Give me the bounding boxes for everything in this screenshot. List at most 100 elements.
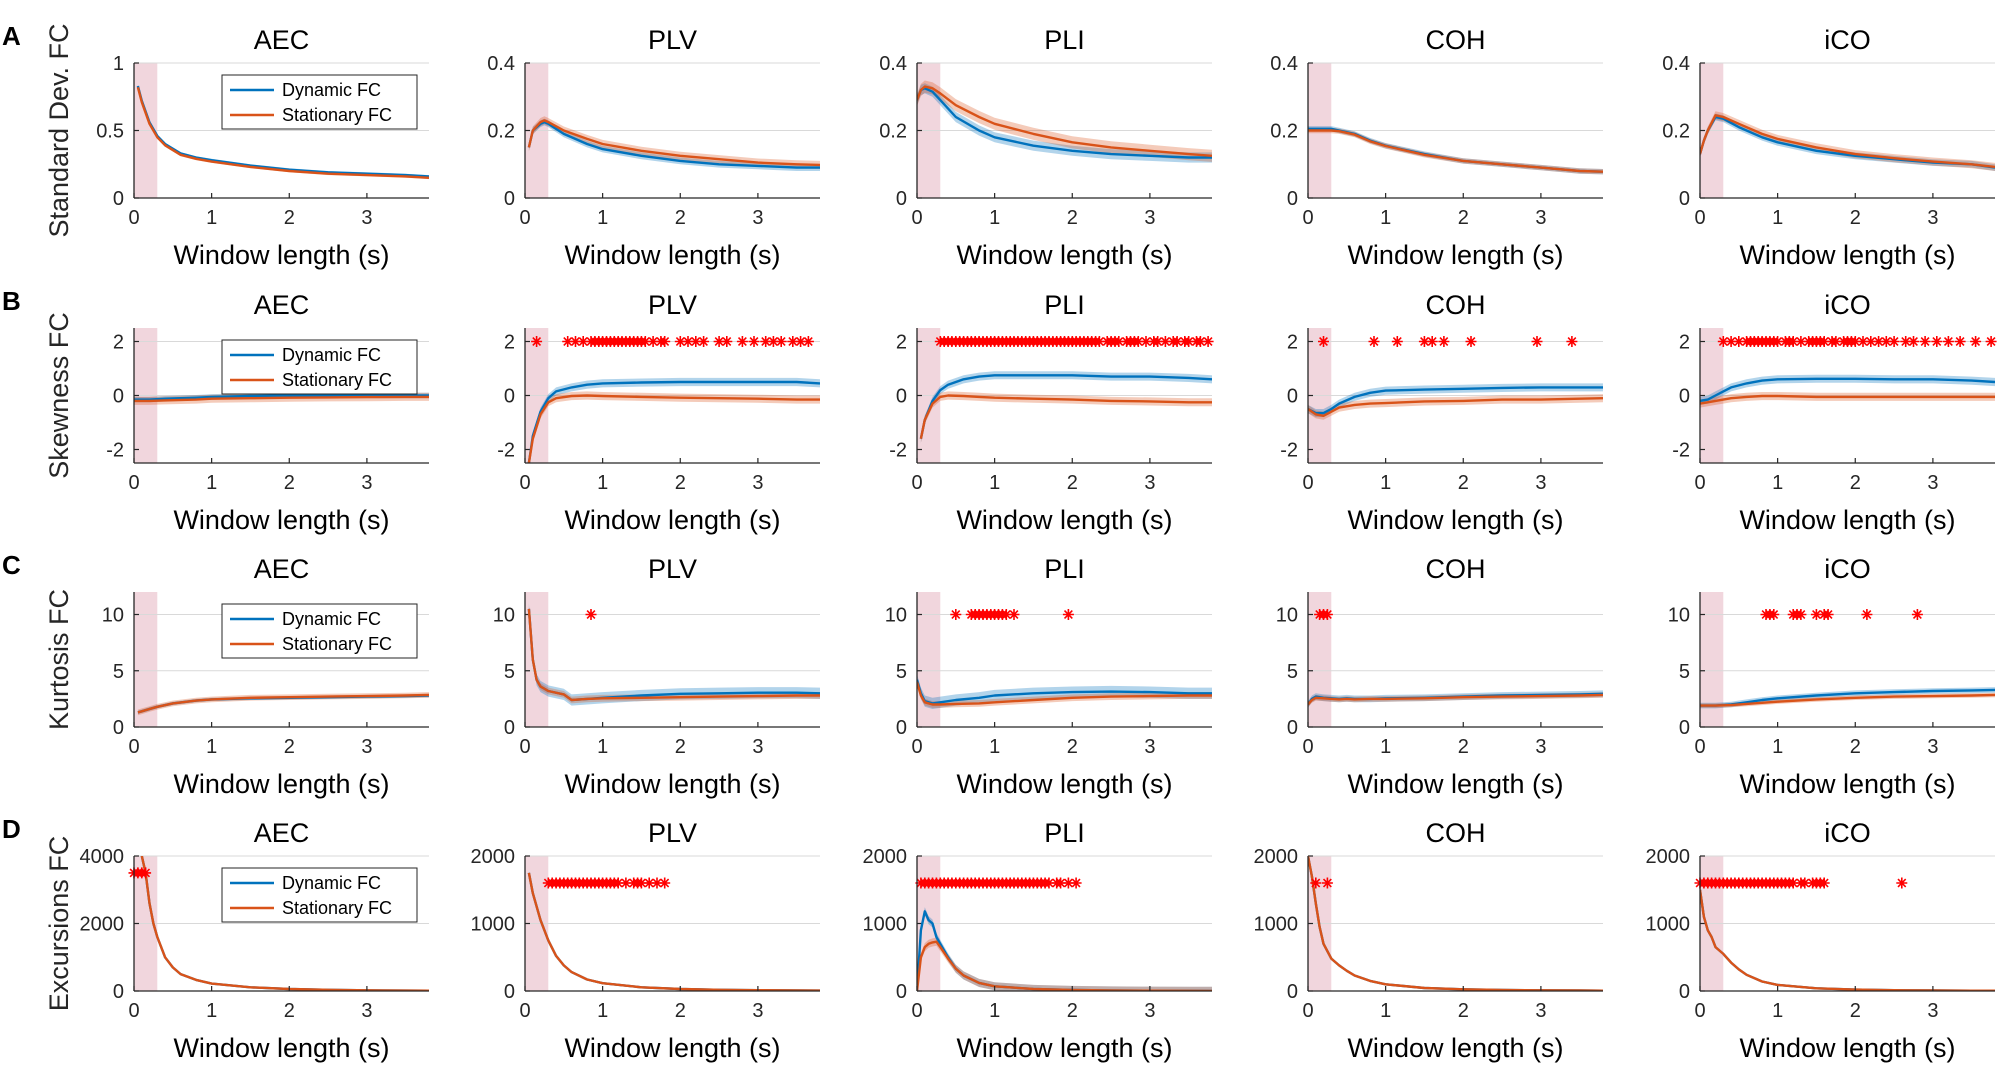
panel-title: PLV — [648, 818, 697, 848]
x-tick-label: 1 — [206, 472, 217, 494]
x-tick-label: 2 — [1067, 1000, 1078, 1022]
significance-star — [1132, 336, 1144, 347]
panel-title: PLI — [1044, 290, 1085, 320]
x-tick-label: 3 — [361, 736, 372, 758]
significance-star — [1000, 609, 1012, 620]
x-tick-label: 0 — [1694, 1000, 1705, 1022]
plot-area — [527, 116, 820, 171]
y-tick-label: 0 — [1287, 386, 1298, 408]
significance-star — [760, 336, 772, 347]
y-tick-label: 10 — [1668, 605, 1690, 627]
panel-C-pli: PLI 0 5 10 0 1 2 3 Window length (s) — [885, 554, 1212, 799]
x-tick-label: 2 — [675, 736, 686, 758]
stationary-line — [1308, 856, 1603, 991]
plot-area — [136, 84, 429, 180]
x-tick-label: 2 — [1458, 472, 1469, 494]
x-axis-label: Window length (s) — [1739, 769, 1955, 799]
panel-title: COH — [1426, 290, 1486, 320]
y-tick-label: 0 — [504, 386, 515, 408]
dynamic-band — [917, 907, 1212, 991]
significance-star — [1368, 336, 1380, 347]
plot-area — [917, 674, 1212, 709]
significance-star — [1043, 877, 1055, 889]
panel-title: AEC — [254, 818, 310, 848]
significance-star — [639, 336, 651, 347]
significance-star — [1093, 336, 1105, 347]
significance-star — [1566, 336, 1578, 347]
significance-star — [690, 336, 702, 347]
plot-area — [1308, 856, 1603, 991]
significance-star — [1725, 336, 1737, 347]
panel-title: iCO — [1824, 818, 1871, 848]
panel-D-aec: AEC 0 2000 4000 0 1 2 3 Window length (s) Dynamic… — [80, 818, 429, 1063]
y-tick-label: 0 — [896, 188, 907, 210]
panel-A-coh: COH 0 0.2 0.4 0 1 2 3 Window length (s) — [1270, 25, 1603, 270]
x-tick-label: 3 — [752, 207, 763, 229]
significance-star — [1152, 336, 1164, 347]
y-tick-label: 2 — [113, 332, 124, 354]
y-tick-label: 2000 — [1646, 846, 1691, 868]
x-tick-label: 1 — [1772, 736, 1783, 758]
panel-title: PLV — [648, 554, 697, 584]
significance-star — [950, 609, 962, 620]
dynamic-line — [527, 380, 820, 463]
panel-title: PLI — [1044, 818, 1085, 848]
row-letter: C — [2, 550, 21, 580]
significance-star — [1438, 336, 1450, 347]
x-tick-label: 0 — [519, 472, 530, 494]
significance-star — [659, 336, 671, 347]
x-tick-label: 1 — [597, 736, 608, 758]
significance-star — [1717, 336, 1729, 347]
significance-star — [620, 877, 632, 889]
significance-star — [682, 336, 694, 347]
significance-star — [748, 336, 760, 347]
x-axis-label: Window length (s) — [173, 240, 389, 270]
plot-area — [1308, 126, 1603, 175]
x-tick-label: 3 — [1144, 736, 1155, 758]
panel-C-coh: COH 0 5 10 0 1 2 3 Window length (s) — [1276, 554, 1603, 799]
significance-star — [1055, 877, 1067, 889]
x-tick-label: 0 — [911, 472, 922, 494]
panel-title: PLV — [648, 25, 697, 55]
y-tick-label: 0.4 — [879, 53, 907, 75]
y-tick-label: 0 — [113, 188, 124, 210]
x-tick-label: 2 — [284, 472, 295, 494]
x-axis-label: Window length (s) — [564, 505, 780, 535]
x-axis-label: Window length (s) — [956, 240, 1172, 270]
panel-A-ico: iCO 0 0.2 0.4 0 1 2 3 Window length (s) — [1662, 25, 1995, 270]
legend-label-stationary: Stationary FC — [282, 370, 392, 390]
y-tick-label: 0 — [113, 717, 124, 739]
panel-C-aec: AEC 0 5 10 0 1 2 3 Window length (s) Dynamic FC St… — [102, 554, 429, 799]
x-tick-label: 1 — [989, 472, 1000, 494]
legend-label-stationary: Stationary FC — [282, 634, 392, 654]
stationary-line — [917, 85, 1212, 157]
panel-title: AEC — [254, 290, 310, 320]
legend-label-stationary: Stationary FC — [282, 898, 392, 918]
y-tick-label: 0 — [1287, 981, 1298, 1003]
significance-star — [698, 336, 710, 347]
legend-box — [221, 867, 418, 923]
x-axis-label: Window length (s) — [1739, 1033, 1955, 1063]
x-tick-label: 2 — [1067, 736, 1078, 758]
x-tick-label: 0 — [1694, 472, 1705, 494]
plot-area — [1308, 690, 1603, 708]
x-tick-label: 3 — [752, 736, 763, 758]
significance-star — [1531, 336, 1543, 347]
x-tick-label: 2 — [284, 736, 295, 758]
y-tick-label: 0 — [896, 981, 907, 1003]
significance-star — [1900, 336, 1912, 347]
panel-C-plv: PLV 0 5 10 0 1 2 3 Window length (s) — [493, 554, 820, 799]
y-tick-label: 0 — [504, 188, 515, 210]
dynamic-band — [1700, 888, 1995, 991]
x-tick-label: 2 — [1067, 207, 1078, 229]
significance-star — [713, 336, 725, 347]
y-tick-label: 2 — [1287, 332, 1298, 354]
y-tick-label: 5 — [504, 661, 515, 683]
y-tick-label: 10 — [885, 605, 907, 627]
y-tick-label: 0.2 — [487, 121, 515, 143]
panel-title: AEC — [254, 554, 310, 584]
y-tick-label: 5 — [113, 661, 124, 683]
